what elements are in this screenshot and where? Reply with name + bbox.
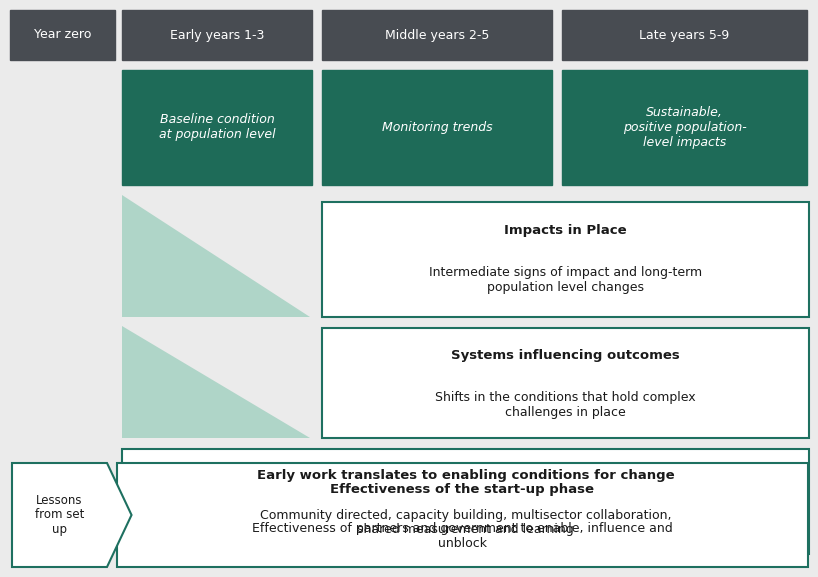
Text: Sustainable,
positive population-
level impacts: Sustainable, positive population- level … (622, 106, 746, 149)
Text: Monitoring trends: Monitoring trends (382, 121, 492, 134)
FancyBboxPatch shape (322, 10, 552, 60)
FancyBboxPatch shape (122, 70, 312, 185)
FancyBboxPatch shape (562, 10, 807, 60)
Text: Community directed, capacity building, multisector collaboration,
shared measure: Community directed, capacity building, m… (260, 508, 672, 537)
Polygon shape (122, 326, 310, 438)
Text: Lessons
from set
up: Lessons from set up (35, 493, 84, 537)
Text: Systems influencing outcomes: Systems influencing outcomes (451, 349, 680, 362)
Text: Effectiveness of partners and government to enable, influence and
unblock: Effectiveness of partners and government… (252, 522, 673, 550)
Text: Shifts in the conditions that hold complex
challenges in place: Shifts in the conditions that hold compl… (435, 391, 696, 419)
Polygon shape (122, 195, 310, 317)
Text: Effectiveness of the start-up phase: Effectiveness of the start-up phase (330, 482, 595, 496)
Polygon shape (12, 463, 132, 567)
Text: Impacts in Place: Impacts in Place (504, 224, 627, 237)
FancyBboxPatch shape (122, 10, 312, 60)
Text: Early work translates to enabling conditions for change: Early work translates to enabling condit… (257, 469, 674, 482)
FancyBboxPatch shape (10, 10, 115, 60)
Text: Baseline condition
at population level: Baseline condition at population level (159, 114, 276, 141)
Text: Middle years 2-5: Middle years 2-5 (384, 28, 489, 42)
FancyBboxPatch shape (322, 328, 809, 438)
FancyBboxPatch shape (122, 449, 809, 554)
Text: Year zero: Year zero (34, 28, 91, 42)
FancyBboxPatch shape (322, 202, 809, 317)
Text: Early years 1-3: Early years 1-3 (170, 28, 264, 42)
Text: Late years 5-9: Late years 5-9 (640, 28, 730, 42)
FancyBboxPatch shape (562, 70, 807, 185)
FancyBboxPatch shape (117, 463, 808, 567)
FancyBboxPatch shape (322, 70, 552, 185)
Text: Intermediate signs of impact and long-term
population level changes: Intermediate signs of impact and long-te… (429, 266, 702, 294)
